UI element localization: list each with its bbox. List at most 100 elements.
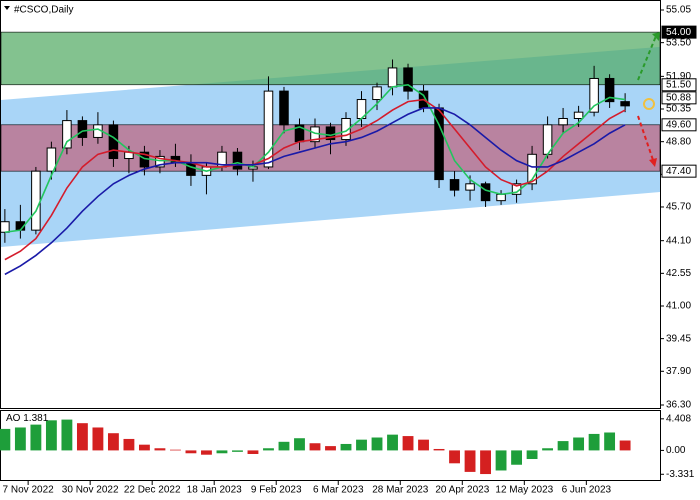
x-tick-label: 30 Nov 2022 bbox=[62, 485, 119, 496]
candle-body bbox=[155, 155, 165, 168]
ao-bar bbox=[92, 427, 104, 451]
ao-bar bbox=[480, 450, 491, 475]
y-tick-label: 36.30 bbox=[666, 400, 691, 411]
candle-body bbox=[573, 111, 584, 119]
candle-body bbox=[77, 120, 88, 138]
candle-body bbox=[480, 183, 491, 202]
ao-title: AO 1.381 bbox=[6, 413, 49, 424]
ao-name: AO bbox=[6, 413, 21, 424]
ao-bar bbox=[340, 443, 352, 451]
ao-bar bbox=[123, 438, 135, 451]
ao-bar bbox=[232, 450, 243, 452]
ao-bar bbox=[573, 437, 585, 451]
candle-body bbox=[0, 221, 10, 233]
candle-body bbox=[372, 86, 382, 101]
level-label: 51.50 bbox=[666, 79, 691, 90]
x-tick-label: 9 Feb 2023 bbox=[251, 485, 302, 496]
up-arrow bbox=[637, 35, 657, 81]
level-box bbox=[661, 78, 697, 92]
level-label: 50.88 bbox=[666, 92, 691, 103]
y-tick-label: 55.05 bbox=[666, 5, 691, 16]
ao-last-value: 1.381 bbox=[23, 413, 48, 424]
plot-layer bbox=[0, 31, 661, 475]
ao-bar bbox=[325, 446, 336, 451]
candle-body bbox=[403, 67, 413, 92]
price-zone bbox=[0, 31, 661, 86]
y-tick-label: 44.10 bbox=[666, 235, 691, 246]
y-tick-label: 42.55 bbox=[666, 268, 691, 279]
ao-y-tick-label: 4.408 bbox=[666, 413, 691, 424]
candle-body bbox=[527, 153, 537, 185]
ao-bar bbox=[526, 450, 538, 460]
level-box bbox=[661, 164, 697, 178]
candle-body bbox=[263, 90, 274, 168]
x-tick-label: 6 Mar 2023 bbox=[313, 485, 364, 496]
candle-body bbox=[620, 101, 630, 107]
ao-bar bbox=[170, 449, 181, 451]
candle-body bbox=[108, 124, 119, 160]
candle-body bbox=[46, 147, 57, 172]
moving-average bbox=[4, 107, 626, 276]
x-tick-label: 7 Nov 2022 bbox=[3, 485, 55, 496]
ao-bar bbox=[294, 438, 305, 451]
y-tick-label: 37.90 bbox=[666, 366, 691, 377]
y-tick-label: 51.90 bbox=[666, 71, 691, 82]
candle-body bbox=[341, 117, 351, 141]
moving-average bbox=[4, 83, 626, 234]
down-arrow bbox=[637, 115, 654, 161]
ao-bar bbox=[216, 450, 228, 454]
ao-bar bbox=[371, 437, 383, 451]
ao-bar bbox=[542, 448, 554, 451]
up-arrow-head bbox=[652, 32, 660, 41]
level-label: 49.60 bbox=[666, 119, 691, 130]
level-box bbox=[661, 25, 697, 39]
candle-body bbox=[465, 183, 475, 191]
ao-bar bbox=[511, 450, 522, 465]
level-label: 47.40 bbox=[666, 166, 691, 177]
level-box bbox=[661, 118, 697, 132]
ao-bar bbox=[495, 450, 507, 471]
ao-bar bbox=[201, 450, 212, 455]
ao-bar bbox=[61, 419, 73, 451]
moving-average bbox=[4, 98, 626, 261]
ao-bar bbox=[464, 450, 476, 472]
down-arrow-head bbox=[649, 158, 657, 167]
candle-body bbox=[387, 67, 398, 88]
candle-body bbox=[186, 162, 196, 176]
level-label: 54.00 bbox=[666, 27, 691, 38]
title-icon bbox=[4, 6, 10, 10]
ao-y-tick-label: 0.00 bbox=[666, 445, 686, 456]
ao-bar bbox=[0, 428, 11, 451]
ao-bar bbox=[14, 427, 26, 451]
candle-body bbox=[232, 151, 243, 170]
level-box bbox=[661, 91, 697, 105]
ao-bar bbox=[449, 450, 460, 464]
candle-body bbox=[496, 193, 506, 202]
candle-body bbox=[31, 170, 41, 231]
candle-body bbox=[279, 90, 289, 126]
y-tick-label: 39.45 bbox=[666, 333, 691, 344]
ao-bar bbox=[356, 439, 367, 451]
y-tick-label: 41.00 bbox=[666, 301, 691, 312]
ao-bar bbox=[588, 433, 600, 451]
ao-bar bbox=[185, 450, 197, 454]
ao-bar bbox=[107, 433, 119, 451]
ao-bar bbox=[30, 424, 42, 451]
ao-bar bbox=[45, 420, 57, 451]
x-tick-label: 18 Jan 2023 bbox=[187, 485, 242, 496]
ao-bar bbox=[76, 423, 88, 451]
ao-bar bbox=[387, 434, 398, 451]
ao-bar bbox=[278, 441, 290, 451]
y-tick-label: 48.80 bbox=[666, 136, 691, 147]
x-tick-label: 22 Dec 2022 bbox=[124, 485, 181, 496]
candle-body bbox=[62, 120, 72, 149]
ao-bar bbox=[154, 448, 166, 451]
x-tick-label: 6 Jun 2023 bbox=[562, 485, 612, 496]
candle-body bbox=[604, 77, 615, 103]
ao-bar bbox=[557, 441, 569, 451]
ao-y-tick-label: -3.331 bbox=[666, 469, 695, 480]
candle-body bbox=[558, 117, 568, 126]
y-tick-label: 45.70 bbox=[666, 202, 691, 213]
candle-body bbox=[325, 126, 336, 141]
